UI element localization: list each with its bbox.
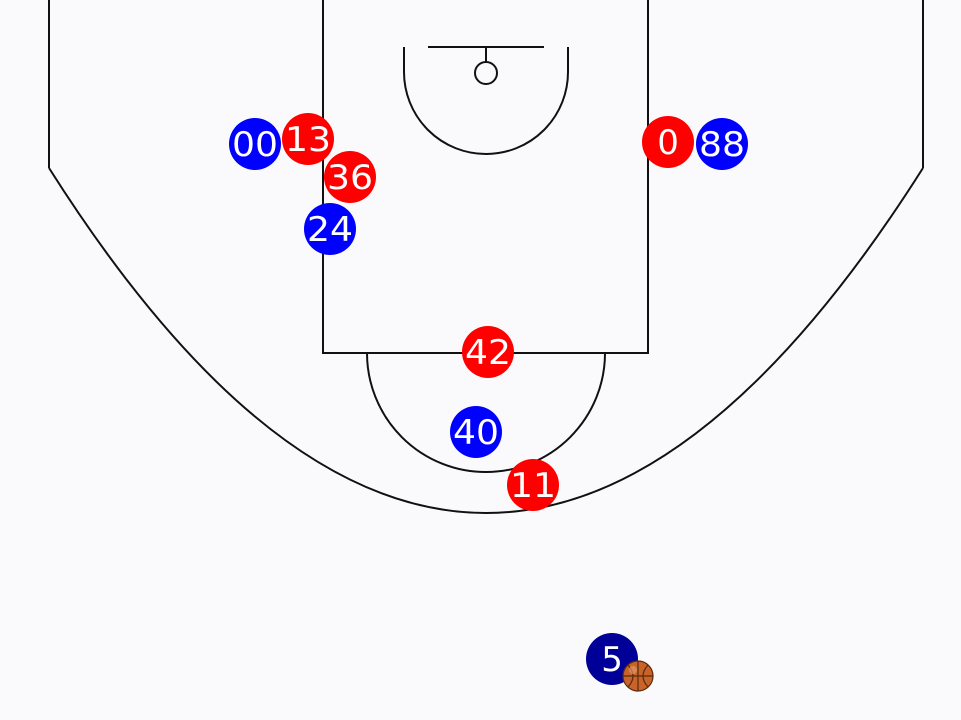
- player-marker: [507, 459, 559, 511]
- court-lines: [48, 0, 924, 514]
- player-marker: [229, 118, 281, 170]
- player-number: 24: [307, 210, 353, 250]
- player-marker: [462, 326, 514, 378]
- free-throw-circle: [366, 352, 606, 473]
- player-number: 00: [232, 125, 278, 165]
- player-number: 5: [601, 640, 623, 680]
- player-red-36: 36: [324, 151, 376, 203]
- player-red-0: 0: [642, 116, 694, 168]
- player-number: 13: [285, 120, 331, 160]
- player-red-13: 13: [282, 113, 334, 165]
- player-number: 42: [465, 333, 511, 373]
- player-marker: [696, 118, 748, 170]
- player-number: 36: [327, 158, 373, 198]
- player-marker: [282, 113, 334, 165]
- basketball-icon: [622, 660, 654, 692]
- player-marker: [324, 151, 376, 203]
- player-blue-88: 88: [696, 118, 748, 170]
- player-blue-24: 24: [304, 203, 356, 255]
- rim: [474, 61, 498, 85]
- player-blue-40: 40: [450, 406, 502, 458]
- player-marker: [642, 116, 694, 168]
- player-marker: [450, 406, 502, 458]
- player-marker: [304, 203, 356, 255]
- three-point-arc: [48, 167, 924, 514]
- player-red-42: 42: [462, 326, 514, 378]
- player-number: 88: [699, 125, 745, 165]
- restricted-area-arc: [403, 47, 569, 155]
- player-red-11: 11: [507, 459, 559, 511]
- player-blue-00: 00: [229, 118, 281, 170]
- player-number: 0: [657, 123, 679, 163]
- player-number: 11: [510, 466, 556, 506]
- player-number: 40: [453, 413, 499, 453]
